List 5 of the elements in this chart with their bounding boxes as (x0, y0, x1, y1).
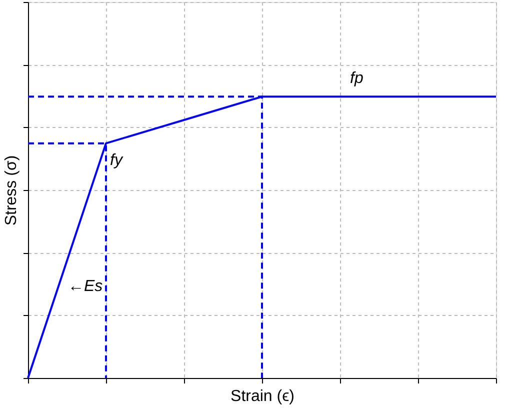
text: fp (350, 70, 364, 87)
y-axis-title: Stress (σ) (3, 155, 20, 226)
annotation: ←Es (68, 278, 103, 295)
annotation: fy (110, 152, 124, 169)
x-axis-title: Strain (ϵ) (230, 388, 294, 405)
